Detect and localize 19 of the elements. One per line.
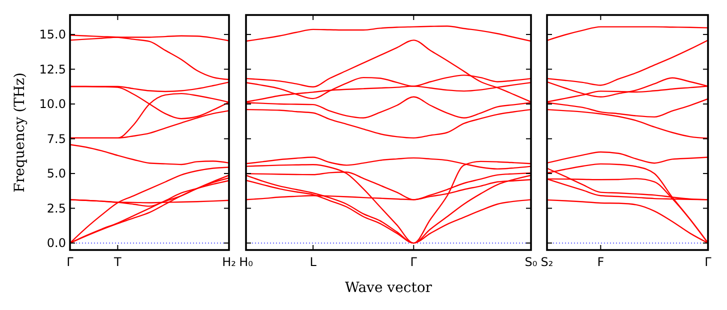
x-tick-label: L — [310, 255, 317, 269]
x-tick-label: Γ — [410, 255, 418, 269]
y-axis-title: Frequency (THz) — [12, 72, 28, 193]
y-tick-label: 10.0 — [39, 97, 66, 112]
y-tick-label: 15.0 — [39, 28, 66, 42]
x-axis-title: Wave vector — [345, 280, 432, 296]
y-tick-label: 7.5 — [46, 132, 66, 146]
x-tick-label: Γ — [704, 255, 712, 269]
x-tick-label: F — [597, 255, 604, 269]
x-tick-label: S₂ — [540, 255, 554, 269]
x-tick-label: Γ — [66, 255, 74, 269]
x-tick-label: T — [113, 255, 122, 269]
x-tick-label: H₀ — [239, 255, 254, 269]
y-tick-label: 2.5 — [46, 201, 66, 216]
x-tick-label: S₀ — [524, 255, 538, 269]
y-tick-label: 0.0 — [46, 236, 66, 250]
y-tick-label: 12.5 — [39, 62, 66, 76]
x-tick-label: H₂ — [222, 255, 236, 269]
y-tick-label: 5.0 — [46, 166, 66, 181]
